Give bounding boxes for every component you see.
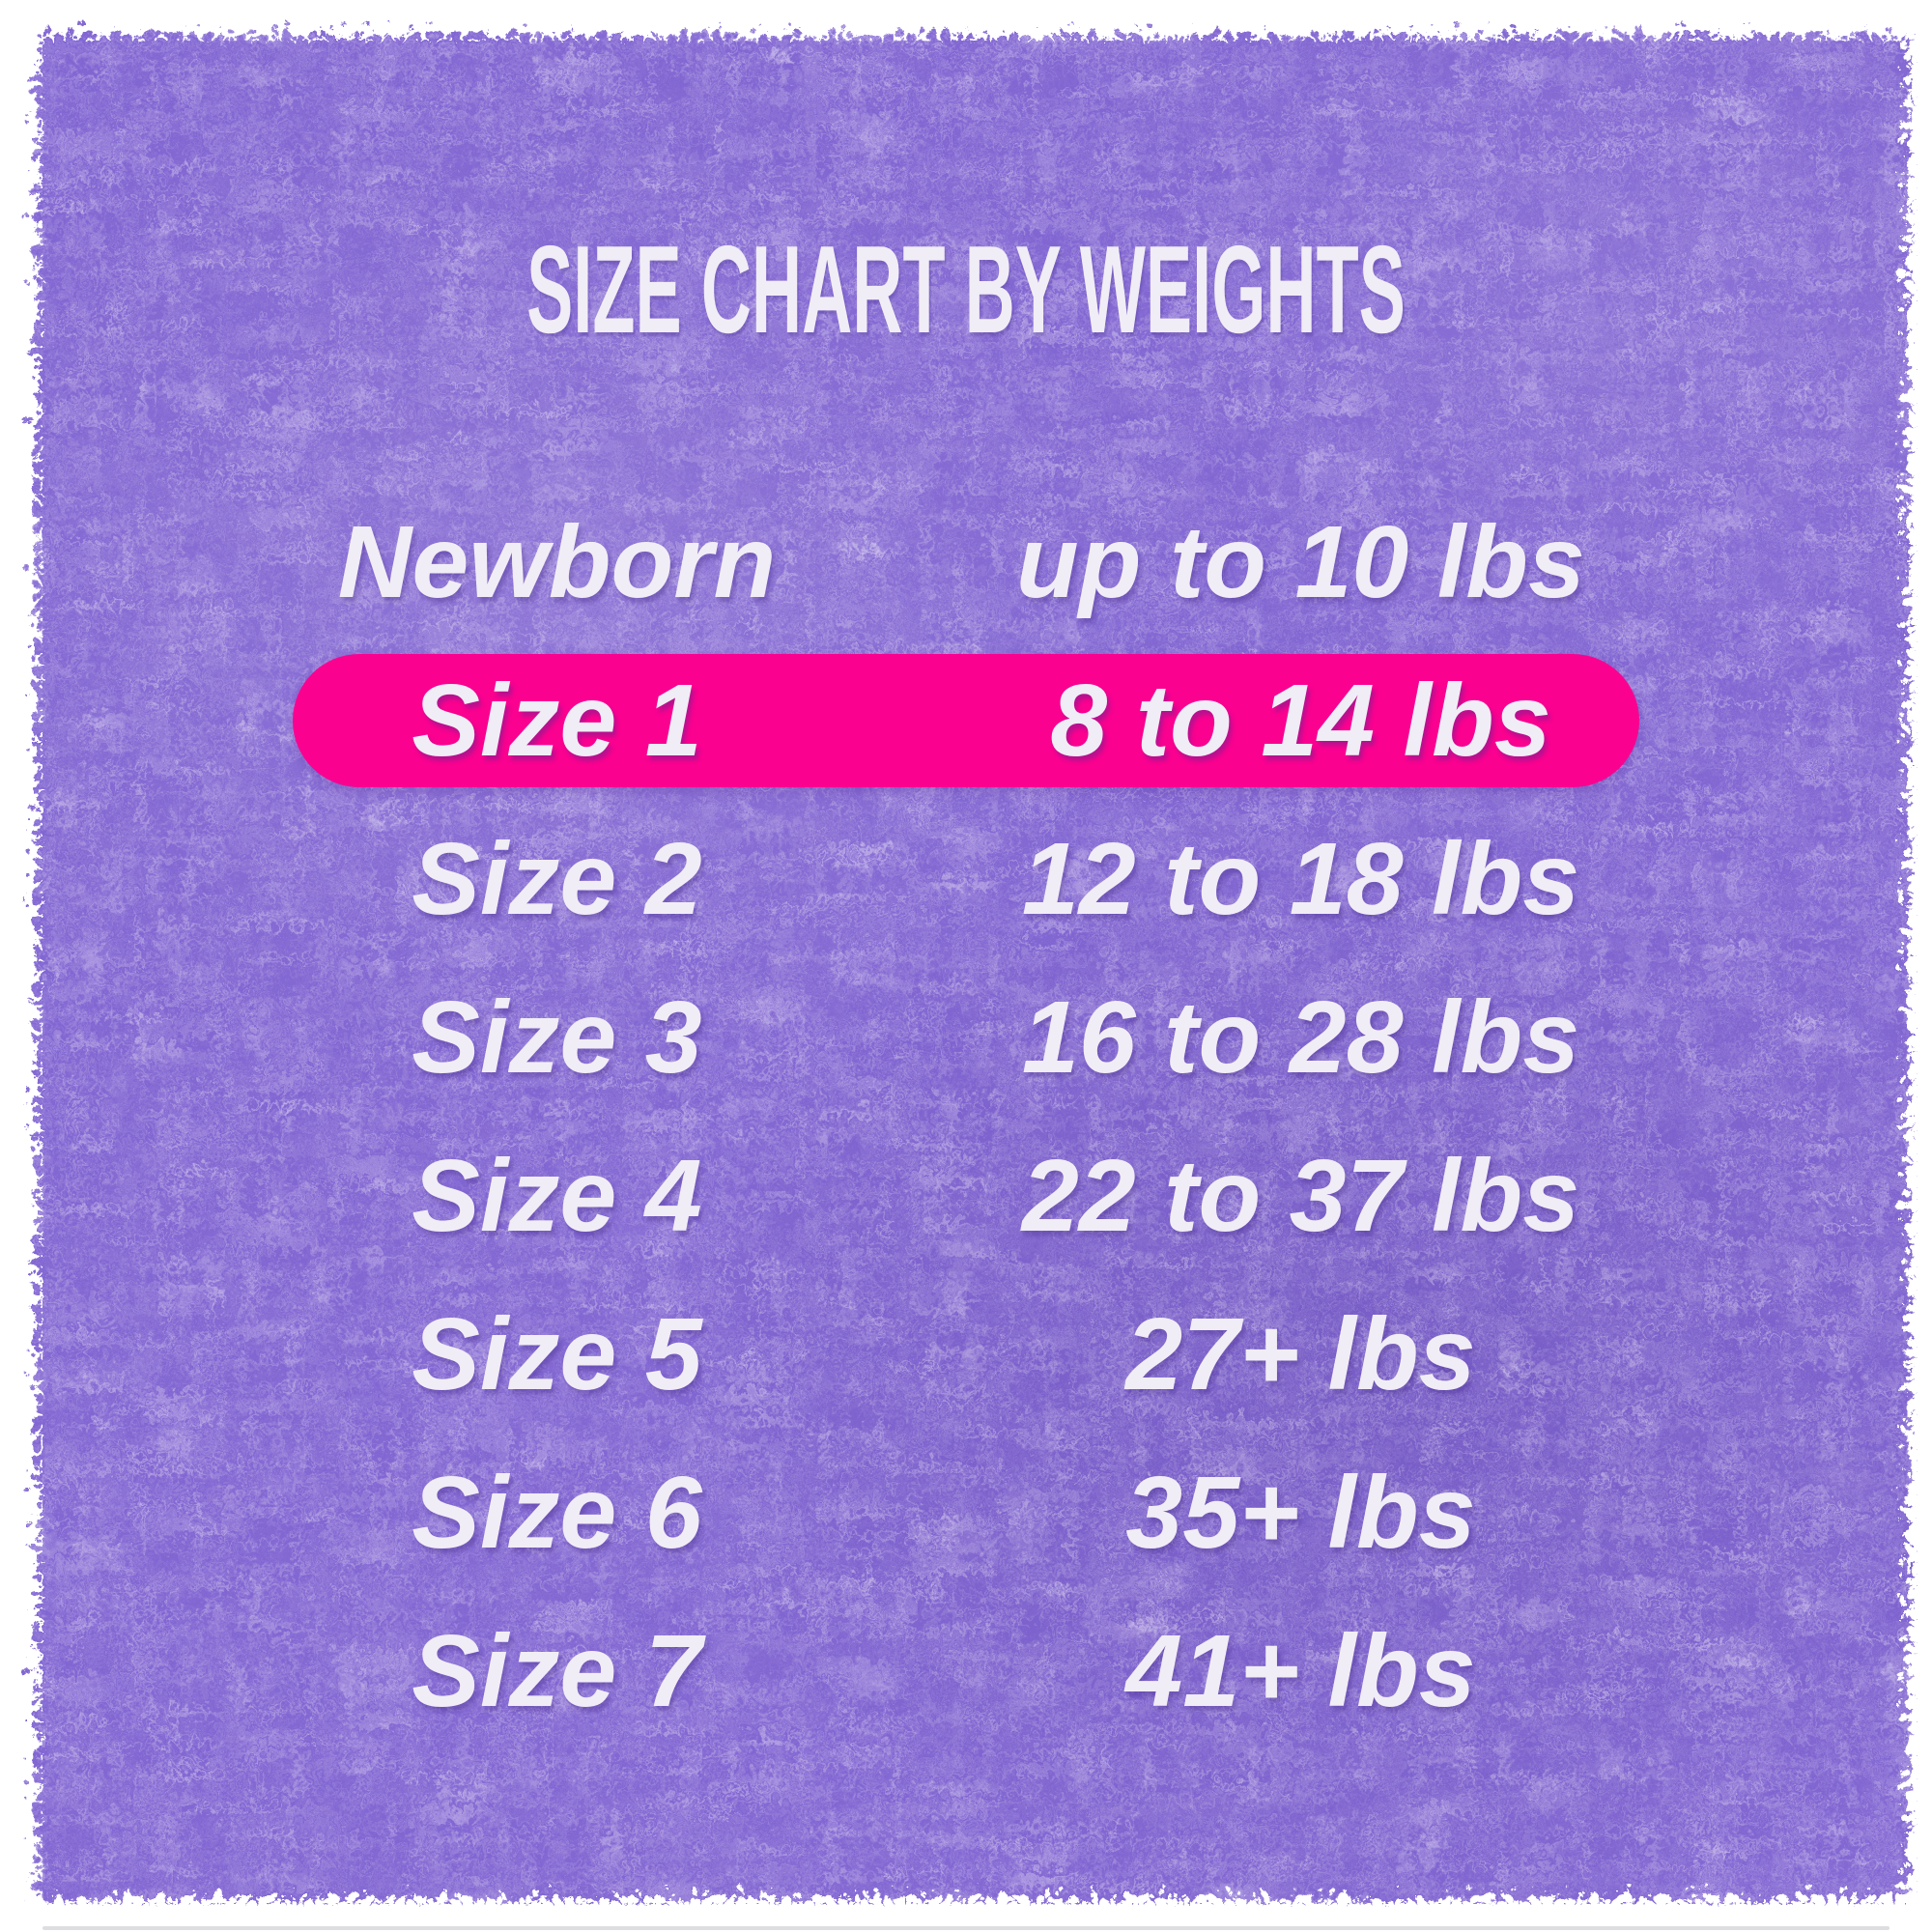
table-row: Size 2 12 to 18 lbs xyxy=(222,800,1710,958)
size-table: Newborn up to 10 lbs Size 1 8 to 14 lbs … xyxy=(222,483,1710,1750)
weight-cell: 8 to 14 lbs xyxy=(1050,664,1551,778)
table-row: Size 5 27+ lbs xyxy=(222,1275,1710,1434)
page-edge-shadow xyxy=(43,1926,1889,1930)
weight-cell: 27+ lbs xyxy=(1125,1297,1476,1411)
size-cell: Size 7 xyxy=(412,1614,702,1728)
weight-cell: 41+ lbs xyxy=(1125,1614,1476,1728)
weight-cell: up to 10 lbs xyxy=(1016,505,1585,619)
highlight-pill xyxy=(293,654,1639,787)
size-cell: Size 4 xyxy=(412,1139,702,1253)
table-row: Size 6 35+ lbs xyxy=(222,1434,1710,1592)
fur-background xyxy=(31,29,1901,1891)
table-row: Size 4 22 to 37 lbs xyxy=(222,1117,1710,1275)
size-cell: Newborn xyxy=(337,505,777,619)
size-cell: Size 3 xyxy=(412,980,702,1094)
size-cell: Size 6 xyxy=(412,1456,702,1570)
weight-cell: 22 to 37 lbs xyxy=(1021,1139,1580,1253)
fur-texture xyxy=(31,29,1901,1891)
weight-cell: 16 to 28 lbs xyxy=(1021,980,1580,1094)
size-cell: Size 1 xyxy=(412,664,702,778)
size-cell: Size 2 xyxy=(412,822,702,936)
table-row-highlighted: Size 1 8 to 14 lbs xyxy=(222,641,1710,800)
size-cell: Size 5 xyxy=(412,1297,702,1411)
table-row: Size 7 41+ lbs xyxy=(222,1592,1710,1750)
table-row: Size 3 16 to 28 lbs xyxy=(222,958,1710,1117)
weight-cell: 12 to 18 lbs xyxy=(1021,822,1580,936)
weight-cell: 35+ lbs xyxy=(1125,1456,1476,1570)
table-row-newborn: Newborn up to 10 lbs xyxy=(222,483,1710,641)
page-title: SIZE CHART BY WEIGHTS xyxy=(526,220,1406,359)
